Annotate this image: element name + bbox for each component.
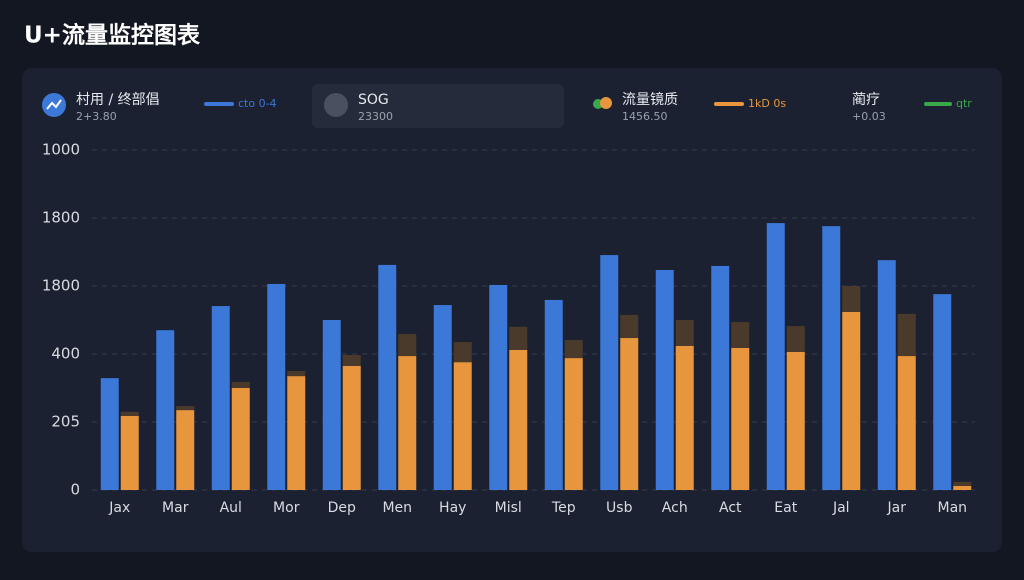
bar <box>564 340 583 359</box>
card-value: +0.03 <box>852 110 886 123</box>
bar <box>287 371 306 377</box>
bar <box>211 306 230 490</box>
page-title: U+流量监控图表 <box>24 22 201 49</box>
bar <box>822 226 841 490</box>
bar <box>766 223 785 490</box>
bar <box>453 342 472 363</box>
bar <box>378 264 397 490</box>
bar <box>675 345 694 490</box>
card-label: 流量镜质 <box>622 92 678 108</box>
x-tick-label: Jal <box>832 500 850 516</box>
x-tick-label: Misl <box>495 500 522 516</box>
bar <box>231 381 250 388</box>
card-value: 23300 <box>358 110 393 123</box>
legend-label: qtr <box>956 97 972 110</box>
card-label: SOG <box>358 92 389 108</box>
y-tick-label: 0 <box>70 481 80 499</box>
bar <box>287 376 306 490</box>
bar <box>120 411 139 416</box>
bar <box>675 320 694 346</box>
legend-label: cto 0-4 <box>238 97 277 110</box>
bar <box>600 255 619 490</box>
y-tick-label: 1800 <box>42 209 80 227</box>
bar <box>711 265 730 490</box>
bar <box>877 260 896 490</box>
card-icon <box>324 93 348 117</box>
bar <box>842 311 861 490</box>
bar <box>933 294 952 490</box>
y-tick-label: 1800 <box>42 277 80 295</box>
bar <box>897 356 916 490</box>
bar <box>620 338 639 490</box>
x-tick-label: Usb <box>606 500 633 516</box>
bar <box>953 481 972 486</box>
bar <box>342 365 361 490</box>
bar <box>786 326 805 352</box>
y-tick-label: 1000 <box>42 141 80 159</box>
bar <box>433 305 452 490</box>
bar <box>564 358 583 490</box>
bar <box>100 378 119 490</box>
bar <box>620 314 639 339</box>
x-tick-label: Mar <box>162 500 189 516</box>
card-value: 2+3.80 <box>76 110 117 123</box>
bar <box>342 355 361 366</box>
bar <box>731 322 750 348</box>
card-label: 村用 / 终部倡 <box>76 92 160 108</box>
x-tick-label: Tep <box>551 500 576 516</box>
card-value: 1456.50 <box>622 110 668 123</box>
y-tick-label: 400 <box>51 345 80 363</box>
x-tick-label: Man <box>937 500 967 516</box>
bar <box>322 320 341 490</box>
bar <box>655 270 674 490</box>
x-tick-label: Men <box>382 500 412 516</box>
legend-label: 1kD 0s <box>748 97 786 110</box>
x-tick-label: Hay <box>439 500 466 516</box>
bar <box>897 313 916 357</box>
x-tick-label: Act <box>719 500 742 516</box>
card-icon <box>600 97 612 109</box>
bar <box>398 356 417 490</box>
y-tick-label: 205 <box>51 413 80 431</box>
bar <box>842 286 861 312</box>
x-tick-label: Aul <box>220 500 242 516</box>
panel <box>22 68 1002 552</box>
x-tick-label: Ach <box>662 500 688 516</box>
bar <box>509 326 528 350</box>
card-highlight <box>312 84 564 128</box>
x-tick-label: Mor <box>273 500 300 516</box>
bar <box>231 388 250 490</box>
card-label: 蔺疗 <box>852 92 880 108</box>
x-tick-label: Dep <box>328 500 356 516</box>
bar <box>267 283 286 490</box>
x-tick-label: Jax <box>108 500 130 516</box>
bar <box>398 333 417 357</box>
x-tick-label: Jar <box>887 500 907 516</box>
bar <box>731 347 750 490</box>
bar <box>120 415 139 490</box>
bar <box>544 299 563 490</box>
bar <box>489 284 508 490</box>
x-tick-label: Eat <box>774 500 797 516</box>
bar <box>156 330 175 490</box>
bar <box>176 410 195 490</box>
bar <box>786 351 805 490</box>
bar <box>953 485 972 490</box>
bar <box>509 349 528 490</box>
icon-glyph <box>46 99 62 110</box>
bar <box>453 362 472 490</box>
bar <box>176 406 195 411</box>
